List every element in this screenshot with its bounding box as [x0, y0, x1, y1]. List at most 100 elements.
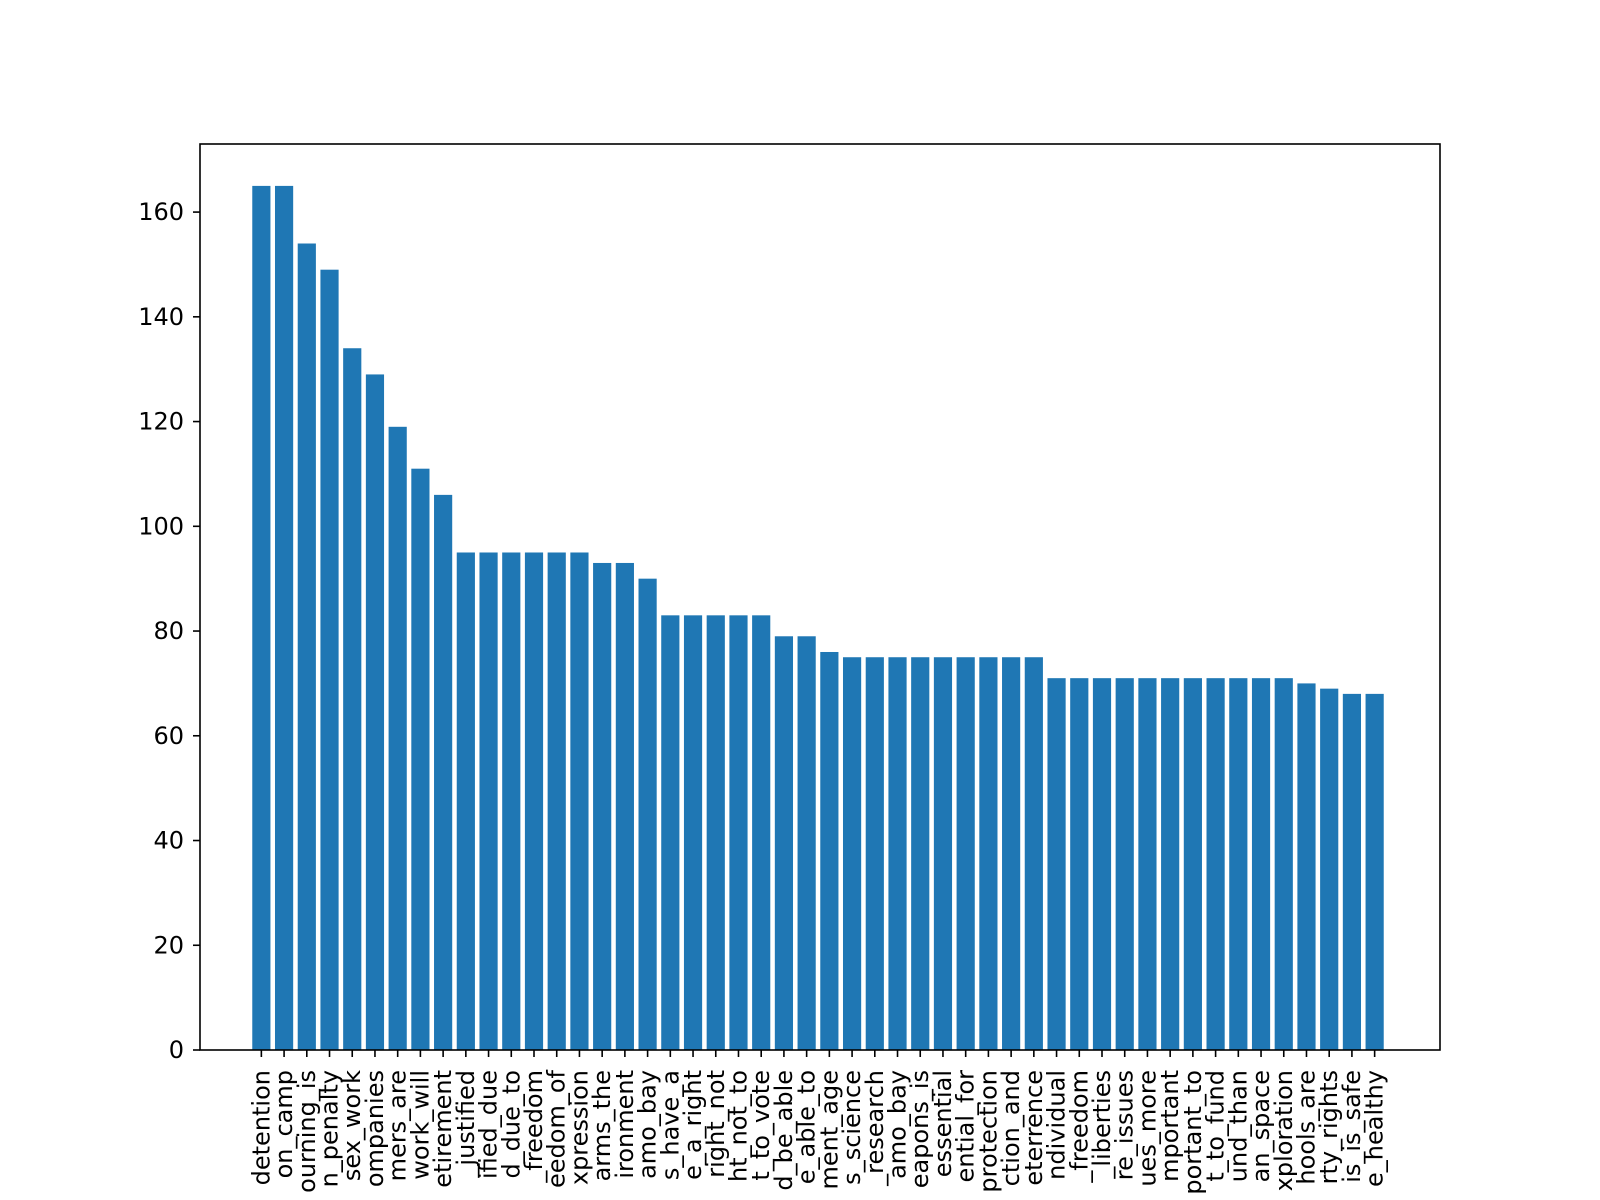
bar-3 — [297, 243, 316, 1050]
bar-31 — [933, 657, 953, 1050]
x-tick-label: ction_and — [997, 1070, 1025, 1186]
bar-21 — [706, 615, 725, 1050]
x-tick-label: n_penalty — [316, 1070, 344, 1187]
x-tick-label: s_have_a — [656, 1070, 684, 1180]
y-tick-label: 80 — [153, 617, 184, 645]
bar-37 — [1070, 678, 1089, 1050]
bar-26 — [820, 651, 839, 1050]
y-tick-label: 20 — [153, 931, 184, 959]
x-tick-label: amo_bay — [884, 1070, 912, 1179]
bar-38 — [1092, 678, 1112, 1050]
x-tick-label: amo_bay — [634, 1070, 662, 1179]
x-tick-label: d_due_to — [497, 1070, 525, 1179]
bar-27 — [842, 657, 862, 1050]
bar-5 — [343, 348, 362, 1050]
y-tick-label: 120 — [138, 408, 184, 436]
bar-7 — [388, 426, 407, 1050]
bar-33 — [979, 657, 998, 1050]
bar-12 — [502, 552, 521, 1050]
bar-17 — [615, 562, 634, 1050]
x-tick-label: hools_are — [1292, 1070, 1320, 1185]
x-tick-label: d_be_able — [770, 1070, 798, 1191]
x-tick-label: essential — [929, 1070, 957, 1177]
bar-24 — [774, 636, 794, 1050]
x-tick-label: ment_age — [815, 1070, 843, 1189]
x-tick-label: ndividual — [1043, 1070, 1071, 1180]
bar-50 — [1365, 693, 1384, 1050]
bar-22 — [729, 615, 748, 1050]
x-tick-label: _justified — [452, 1070, 480, 1179]
bar-18 — [638, 578, 657, 1050]
x-tick-label: work_will — [406, 1070, 434, 1180]
x-tick-label: s_science — [838, 1070, 866, 1185]
bar-15 — [570, 552, 589, 1050]
x-tick-label: _research — [861, 1070, 889, 1187]
x-tick-label: ourning_is — [293, 1070, 321, 1193]
x-tick-label: ential_for — [952, 1070, 980, 1183]
bar-35 — [1024, 657, 1043, 1050]
bar-11 — [479, 552, 498, 1050]
x-tick-label: _freedom — [520, 1070, 548, 1184]
x-tick-label: ues_more — [1133, 1070, 1161, 1187]
x-tick-label: xploration — [1270, 1070, 1298, 1191]
x-tick-label: mportant — [1156, 1070, 1184, 1182]
bar-47 — [1297, 683, 1316, 1050]
x-tick-label: ified_due — [475, 1070, 503, 1179]
x-tick-label: arms_the — [588, 1070, 616, 1181]
x-tick-label: t_to_fund — [1202, 1070, 1230, 1182]
y-tick-label: 160 — [138, 198, 184, 226]
x-tick-label: mers_are — [384, 1070, 412, 1181]
x-tick-label: right_not — [702, 1070, 730, 1178]
y-tick-label: 140 — [138, 303, 184, 331]
x-tick-label: _freedom — [1065, 1070, 1093, 1184]
x-tick-label: an_space — [1247, 1070, 1275, 1182]
bar-16 — [593, 562, 612, 1050]
x-axis: detentionon_campourning_isn_penaltysex_w… — [247, 1050, 1389, 1195]
bar-36 — [1047, 678, 1066, 1050]
x-tick-label: etirement — [429, 1070, 457, 1188]
y-axis: 0 20 40 60 80 100 120 140 160 — [138, 198, 200, 1064]
bar-45 — [1251, 678, 1271, 1050]
x-tick-label: eapons_is — [906, 1070, 934, 1188]
bar-19 — [661, 615, 680, 1050]
x-tick-label: _liberties — [1088, 1070, 1116, 1180]
x-tick-label: rty_rights — [1315, 1070, 1343, 1184]
x-tick-label: xpression — [565, 1070, 593, 1185]
bar-23 — [752, 615, 771, 1050]
y-tick-label: 40 — [153, 827, 184, 855]
bar-49 — [1342, 693, 1362, 1050]
bar-30 — [911, 657, 930, 1050]
bar-39 — [1115, 678, 1134, 1050]
x-tick-label: is_is_safe — [1338, 1070, 1366, 1183]
bar-28 — [865, 657, 884, 1050]
x-tick-label: e_healthy — [1361, 1070, 1389, 1187]
x-tick-label: detention — [247, 1070, 275, 1185]
bar-34 — [1002, 657, 1021, 1050]
bar-25 — [797, 636, 816, 1050]
bars-group — [252, 185, 1384, 1050]
bar-6 — [365, 374, 385, 1050]
bar-1 — [252, 185, 271, 1050]
x-tick-label: e_a_right — [679, 1070, 707, 1180]
bar-14 — [547, 552, 566, 1050]
y-tick-label: 60 — [153, 722, 184, 750]
x-tick-label: protection — [974, 1070, 1002, 1193]
x-tick-label: eedom_of — [543, 1069, 571, 1188]
bar-32 — [956, 657, 975, 1050]
x-tick-label: sex_work — [338, 1070, 366, 1181]
y-tick-label: 100 — [138, 512, 184, 540]
x-tick-label: ompanies — [361, 1070, 389, 1187]
x-tick-label: ironment — [611, 1070, 639, 1179]
x-tick-label: und_than — [1224, 1070, 1252, 1182]
x-tick-label: re_issues — [1111, 1070, 1139, 1180]
x-tick-label: e_able_to — [793, 1070, 821, 1184]
bar-20 — [683, 615, 703, 1050]
x-tick-label: ht_not_to — [724, 1070, 752, 1182]
bar-13 — [524, 552, 544, 1050]
plot-frame — [199, 143, 1441, 1051]
x-tick-label: portant_to — [1179, 1070, 1207, 1195]
bar-10 — [456, 552, 475, 1050]
bar-2 — [274, 185, 294, 1050]
bar-42 — [1183, 678, 1202, 1050]
bar-41 — [1161, 678, 1180, 1050]
